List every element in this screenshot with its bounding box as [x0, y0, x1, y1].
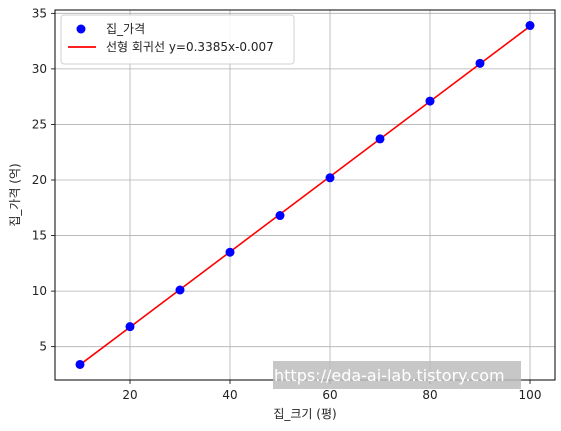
legend-label-line: 선형 회귀선 y=0.3385x-0.007	[106, 40, 274, 54]
y-tick-label: 20	[32, 173, 47, 187]
scatter-point	[275, 211, 285, 221]
grid	[55, 10, 555, 380]
x-tick-label: 100	[519, 388, 542, 402]
legend-box	[60, 14, 295, 65]
x-tick-label: 80	[422, 388, 437, 402]
scatter-point	[225, 247, 235, 257]
x-axis-label: 집_크기 (평)	[273, 407, 336, 421]
regression-line	[79, 25, 531, 366]
scatter-point	[175, 285, 185, 295]
y-tick-label: 30	[32, 62, 47, 76]
legend-marker-scatter	[76, 24, 86, 34]
x-tick-label: 20	[122, 388, 137, 402]
scatter-points	[75, 21, 535, 369]
y-tick-label: 10	[32, 284, 47, 298]
legend: 집_가격 선형 회귀선 y=0.3385x-0.007	[60, 14, 295, 65]
y-tick-label: 5	[39, 340, 47, 354]
y-tick-label: 25	[32, 117, 47, 131]
watermark-text: https://eda-ai-lab.tistory.com	[274, 366, 505, 385]
y-axis-label: 집_가격 (억)	[8, 163, 22, 226]
scatter-point	[75, 359, 85, 369]
y-tick-label: 35	[32, 6, 47, 20]
legend-label-scatter: 집_가격	[106, 22, 145, 36]
scatter-point	[125, 322, 135, 332]
x-tick-label: 60	[322, 388, 337, 402]
scatter-point	[375, 134, 385, 144]
scatter-point	[425, 96, 435, 106]
y-tick-label: 15	[32, 229, 47, 243]
watermark: https://eda-ai-lab.tistory.com	[273, 361, 521, 389]
x-tick-label: 40	[222, 388, 237, 402]
watermark-background	[273, 361, 521, 389]
scatter-point	[325, 173, 335, 183]
regression-line-path	[79, 25, 531, 366]
scatter-point	[525, 21, 535, 31]
scatter-point	[475, 58, 485, 68]
